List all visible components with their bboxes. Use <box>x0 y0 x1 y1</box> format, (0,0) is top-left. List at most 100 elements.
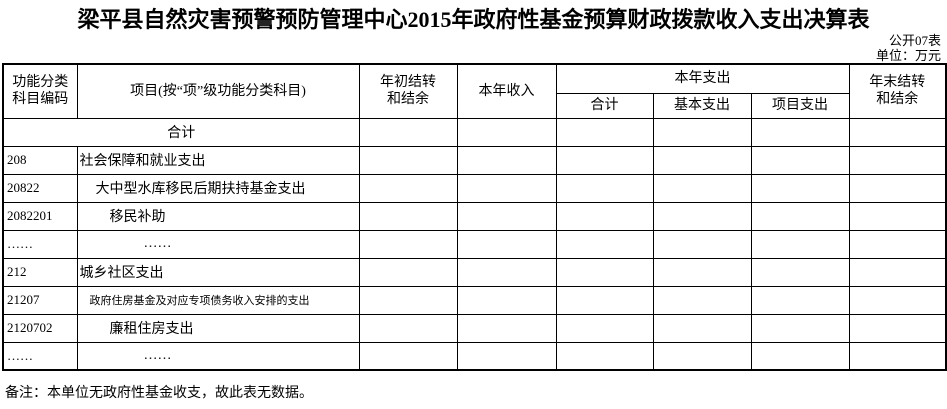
value-cell <box>555 229 654 259</box>
table-row: 21207 政府住房基金及对应专项债务收入安排的支出 <box>2 285 947 315</box>
value-cell <box>750 145 850 175</box>
table-row: 20822 大中型水库移民后期扶持基金支出 <box>2 173 947 203</box>
value-cell <box>652 313 752 343</box>
item-cell: 政府住房基金及对应专项债务收入安排的支出 <box>76 285 360 315</box>
code-cell: 20822 <box>2 173 78 203</box>
value-cell <box>358 257 458 287</box>
value-cell <box>555 341 654 371</box>
table-row: 2082201 移民补助 <box>2 201 947 231</box>
header-code: 功能分类 科目编码 <box>2 63 78 119</box>
header-project-expense: 项目支出 <box>750 92 850 119</box>
value-cell <box>555 201 654 231</box>
value-cell <box>456 117 557 147</box>
page-title: 梁平县自然灾害预警预防管理中心2015年政府性基金预算财政拨款收入支出决算表 <box>77 7 870 32</box>
table-row: 208 社会保障和就业支出 <box>2 145 947 175</box>
value-cell <box>848 117 947 147</box>
fund-budget-table: 功能分类 科目编码 项目(按“项”级功能分类科目) 年初结转 和结余 本年收入 … <box>2 63 947 371</box>
value-cell <box>456 257 557 287</box>
value-cell <box>652 117 752 147</box>
item-cell: 大中型水库移民后期扶持基金支出 <box>76 173 360 203</box>
header-basic-expense: 基本支出 <box>652 92 752 119</box>
header-row-1: 功能分类 科目编码 项目(按“项”级功能分类科目) 年初结转 和结余 本年收入 … <box>2 63 947 119</box>
value-cell <box>652 201 752 231</box>
value-cell <box>358 117 458 147</box>
value-cell <box>652 341 752 371</box>
value-cell <box>358 313 458 343</box>
value-cell <box>750 285 850 315</box>
value-cell <box>456 313 557 343</box>
value-cell <box>750 201 850 231</box>
header-expense-total: 合计 <box>555 92 654 119</box>
value-cell <box>848 173 947 203</box>
value-cell <box>750 229 850 259</box>
value-cell <box>652 229 752 259</box>
value-cell <box>750 341 850 371</box>
value-cell <box>652 173 752 203</box>
code-cell: …… <box>2 229 78 259</box>
sheet-label: 公开07表 <box>888 33 941 48</box>
code-cell: …… <box>2 341 78 371</box>
code-cell: 208 <box>2 145 78 175</box>
value-cell <box>358 173 458 203</box>
item-cell: 城乡社区支出 <box>76 257 360 287</box>
item-cell: 廉租住房支出 <box>76 313 360 343</box>
value-cell <box>848 313 947 343</box>
value-cell <box>358 201 458 231</box>
value-cell <box>848 201 947 231</box>
item-cell: …… <box>76 341 360 371</box>
table-row: 212 城乡社区支出 <box>2 257 947 287</box>
header-item: 项目(按“项”级功能分类科目) <box>76 63 360 119</box>
code-cell: 2082201 <box>2 201 78 231</box>
table-row: …… …… <box>2 229 947 259</box>
table-row-total: 合计 <box>2 117 947 147</box>
value-cell <box>848 257 947 287</box>
item-cell: 移民补助 <box>76 201 360 231</box>
value-cell <box>848 285 947 315</box>
value-cell <box>456 145 557 175</box>
code-cell: 21207 <box>2 285 78 315</box>
value-cell <box>456 229 557 259</box>
value-cell <box>555 117 654 147</box>
value-cell <box>555 257 654 287</box>
value-cell <box>555 285 654 315</box>
value-cell <box>555 173 654 203</box>
value-cell <box>750 173 850 203</box>
value-cell <box>555 145 654 175</box>
value-cell <box>456 173 557 203</box>
value-cell <box>456 285 557 315</box>
value-cell <box>358 145 458 175</box>
item-cell: 社会保障和就业支出 <box>76 145 360 175</box>
value-cell <box>652 145 752 175</box>
table-header: 功能分类 科目编码 项目(按“项”级功能分类科目) 年初结转 和结余 本年收入 … <box>2 63 947 119</box>
table-row: 2120702 廉租住房支出 <box>2 313 947 343</box>
value-cell <box>555 313 654 343</box>
value-cell <box>456 201 557 231</box>
unit-label: 单位：万元 <box>875 48 941 63</box>
item-cell: …… <box>76 229 360 259</box>
value-cell <box>750 117 850 147</box>
table-row: …… …… <box>2 341 947 371</box>
footnote: 备注：本单位无政府性基金收支，故此表无数据。 <box>5 386 313 401</box>
code-cell: 2120702 <box>2 313 78 343</box>
value-cell <box>848 341 947 371</box>
value-cell <box>456 341 557 371</box>
value-cell <box>358 229 458 259</box>
meta-block: 公开07表 单位：万元 <box>0 33 947 63</box>
code-cell: 212 <box>2 257 78 287</box>
total-label-cell: 合计 <box>2 117 360 147</box>
header-year-expense: 本年支出 <box>555 63 850 94</box>
value-cell <box>750 257 850 287</box>
header-begin-balance: 年初结转 和结余 <box>358 63 458 119</box>
value-cell <box>750 313 850 343</box>
header-end-balance: 年末结转 和结余 <box>848 63 947 119</box>
value-cell <box>848 145 947 175</box>
header-row-2: 合计 基本支出 项目支出 <box>3 92 946 119</box>
header-year-income: 本年收入 <box>456 63 557 119</box>
table-body: 合计 208 社会保障和就业支出 20822 大中型水库移民后期 <box>2 117 947 371</box>
value-cell <box>848 229 947 259</box>
value-cell <box>358 341 458 371</box>
value-cell <box>652 285 752 315</box>
value-cell <box>358 285 458 315</box>
value-cell <box>652 257 752 287</box>
